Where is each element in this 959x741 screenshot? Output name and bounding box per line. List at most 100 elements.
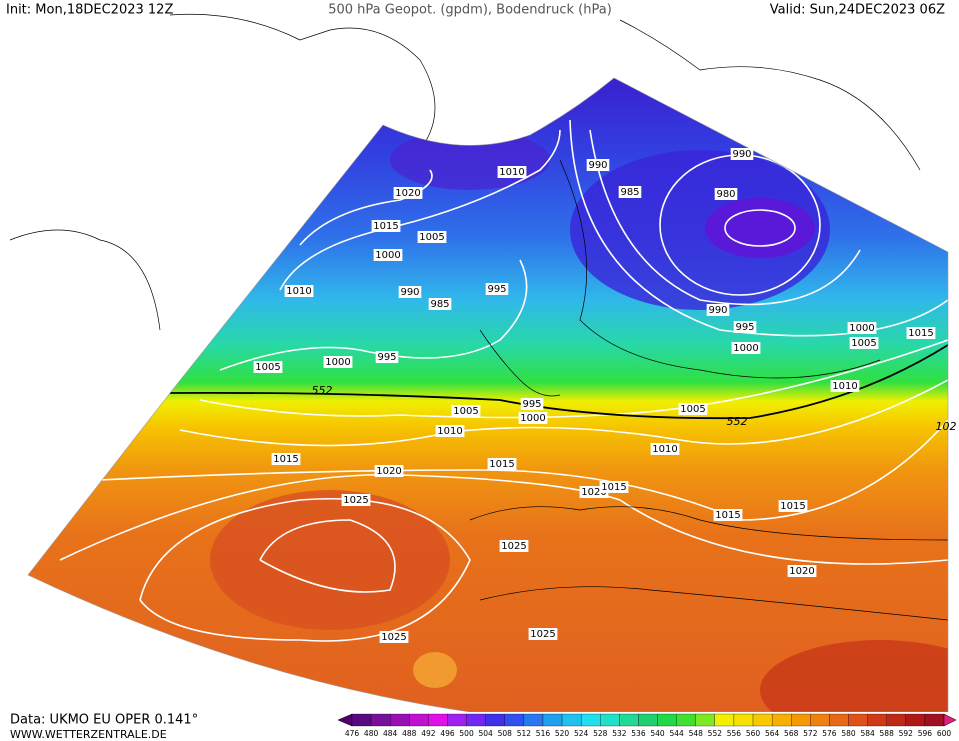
isobar-label-box: [847, 322, 877, 334]
isobar-label: 1015: [373, 221, 398, 232]
isobar-label-box: [375, 351, 399, 363]
colorbar-label: 484: [383, 729, 398, 738]
colorbar-label: 516: [536, 729, 551, 738]
isobar-label-box: [487, 458, 517, 470]
isobar-label-box: [485, 283, 509, 295]
geopotential-label: 552: [727, 415, 748, 428]
isobar-label-box: [778, 500, 808, 512]
colorbar-label: 548: [689, 729, 704, 738]
isobar-label-box: [499, 540, 529, 552]
isobar-label-box: [398, 286, 422, 298]
isobar-label-box: [730, 148, 754, 160]
colorbar-label: 476: [345, 729, 360, 738]
isobar-label: 1015: [715, 510, 740, 521]
isobar-label: 990: [400, 287, 419, 298]
isobar-label: 1025: [530, 629, 555, 640]
colorbar-swatch: [733, 713, 754, 727]
isobar-label-box: [528, 628, 558, 640]
colorbar-label: 588: [880, 729, 895, 738]
colorbar-label: 584: [860, 729, 875, 738]
colorbar-label: 528: [593, 729, 608, 738]
colorbar-label: 508: [498, 729, 513, 738]
isobar-label: 1015: [601, 482, 626, 493]
colorbar-swatch: [771, 713, 792, 727]
isobar-label-box: [713, 509, 743, 521]
isobar-label-box: [849, 337, 879, 349]
colorbar-label: 504: [479, 729, 494, 738]
isobar-label: 1005: [255, 362, 280, 373]
isobar-label-box: [678, 403, 708, 415]
isobar-label: 1000: [520, 413, 545, 424]
isobar-label: 1010: [437, 426, 462, 437]
isobar-label: 1015: [489, 459, 514, 470]
isobar-label-box: [520, 398, 544, 410]
isobar-label-box: [650, 443, 680, 455]
colorbar-swatch: [409, 713, 429, 727]
colorbar-label: 520: [555, 729, 570, 738]
isobar-label-box: [906, 327, 936, 339]
colorbar-label: 512: [517, 729, 532, 738]
colorbar-label: 556: [727, 729, 742, 738]
isobar-label: 1025: [381, 632, 406, 643]
colorbar-label: 524: [574, 729, 589, 738]
colorbar-label: 600: [937, 729, 952, 738]
isobar-label: 1025: [343, 495, 368, 506]
geopotential-label: 102: [936, 420, 957, 433]
colorbar-label: 560: [746, 729, 761, 738]
colorbar-swatch: [676, 713, 696, 727]
isobar-label: 1005: [419, 232, 444, 243]
colorbar-label: 568: [784, 729, 799, 738]
colorbar-swatch: [905, 713, 926, 727]
isobar-label: 1010: [832, 381, 857, 392]
init-time: Init: Mon,18DEC2023 12Z: [6, 3, 173, 18]
isobar-label-box: [371, 220, 401, 232]
isobar-label: 995: [735, 322, 754, 333]
colorbar-swatch: [351, 713, 372, 727]
isobar-label: 1005: [851, 338, 876, 349]
colorbar-swatch: [714, 713, 735, 727]
colorbar-swatch: [561, 713, 582, 727]
isobar-label-box: [618, 186, 642, 198]
isobar-label-box: [435, 425, 465, 437]
isobar-label: 1010: [499, 167, 524, 178]
colorbar-swatch: [924, 713, 945, 727]
isobar-label-box: [714, 188, 738, 200]
isobar-label: 985: [430, 299, 449, 310]
isobar-label: 1000: [849, 323, 874, 334]
isobar-label-box: [731, 342, 761, 354]
isobar-label-box: [451, 405, 481, 417]
isobar-label-box: [706, 304, 730, 316]
colorbar-label: 540: [650, 729, 665, 738]
isobar-label: 1015: [780, 501, 805, 512]
colorbar-label: 564: [765, 729, 780, 738]
isobar-label-box: [733, 321, 757, 333]
colorbar-swatch: [504, 713, 525, 727]
isobar-label: 1020: [581, 487, 606, 498]
isobar-label-box: [341, 494, 371, 506]
colorbar-swatch: [638, 713, 658, 727]
colorbar-swatch: [523, 713, 544, 727]
colorbar-swatch: [542, 713, 563, 727]
colorbar-label: 576: [822, 729, 837, 738]
isobar-label: 995: [377, 352, 396, 363]
isobar-label-box: [323, 356, 353, 368]
colorbar-swatch: [657, 713, 677, 727]
isobar-label: 985: [620, 187, 639, 198]
isobar-label-box: [379, 631, 409, 643]
colorbar-label: 592: [899, 729, 914, 738]
isobar-label-box: [787, 565, 817, 577]
colorbar-label: 596: [918, 729, 933, 738]
colorbar-swatch: [370, 713, 391, 727]
isobar-label: 980: [716, 189, 735, 200]
map-title: 500 hPa Geopot. (gpdm), Bodendruck (hPa): [328, 3, 612, 18]
colorbar-swatch: [600, 713, 620, 727]
geopotential-field: [28, 78, 948, 712]
colorbar-label: 496: [440, 729, 455, 738]
isobar-label-box: [393, 187, 423, 199]
isobar-label: 990: [732, 149, 751, 160]
isobar-label-box: [830, 380, 860, 392]
colorbar-label: 488: [402, 729, 417, 738]
isobar-label: 1005: [453, 406, 478, 417]
colorbar-swatch: [829, 713, 849, 727]
